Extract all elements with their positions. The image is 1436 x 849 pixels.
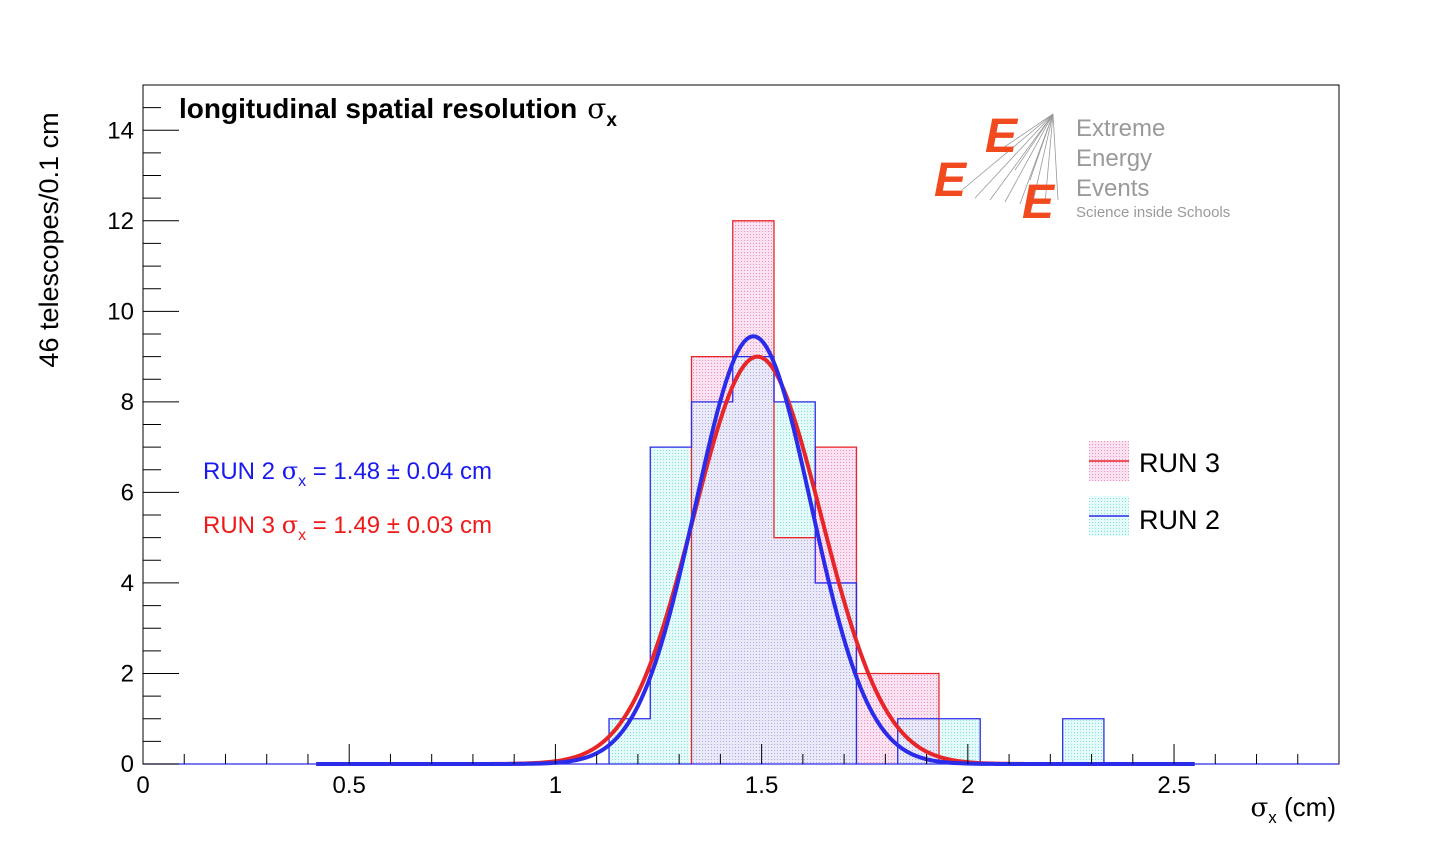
chart-title-subscript: x: [606, 110, 617, 131]
bar-overlap: [773, 537, 816, 764]
annotation-run2-prefix: RUN 2: [203, 458, 282, 485]
x-axis-label-subscript: x: [1268, 808, 1277, 827]
y-tick-label: 12: [107, 208, 134, 235]
chart-title: longitudinal spatial resolution σx: [179, 92, 617, 131]
annotation-run3-subscript: x: [298, 527, 306, 544]
fit-curves: [316, 334, 1195, 766]
eee-logo: E E E Extreme Energy Events Science insi…: [934, 110, 1230, 229]
x-tick-label: 2: [961, 772, 974, 799]
x-axis-label-unit: (cm): [1277, 792, 1336, 822]
legend-label-run3: RUN 3: [1139, 448, 1220, 478]
x-axis-label-symbol: σ: [1251, 793, 1269, 823]
logo-line-events: Events: [1076, 175, 1149, 202]
annotation-run2: RUN 2 σx = 1.48 ± 0.04 cm: [203, 457, 492, 490]
legend-entry-run3: RUN 3: [1089, 441, 1220, 481]
annotation-run2-subscript: x: [298, 473, 306, 490]
logo-mark-top: E: [985, 110, 1019, 163]
logo-mark-bottom: E: [1022, 176, 1056, 229]
chart-title-text: longitudinal spatial resolution: [179, 93, 577, 124]
x-tick-label: 2.5: [1157, 772, 1190, 799]
logo-line-tagline: Science inside Schools: [1076, 204, 1230, 221]
bar-overlap: [732, 356, 774, 764]
histogram-bars: [143, 220, 1339, 765]
bar-run3: [732, 220, 774, 357]
logo-line-energy: Energy: [1076, 145, 1152, 172]
axes: 0 0.5 1 1.5 2 2.5 0 2 4 6 8 10 12 14: [107, 107, 1299, 799]
annotation-run3-value: = 1.49 ± 0.03 cm: [306, 512, 492, 539]
fit-curve-run2: [316, 334, 1195, 766]
legend-entry-run2: RUN 2: [1089, 496, 1220, 536]
x-axis-label: σx (cm): [1251, 792, 1336, 827]
bar-run3: [897, 673, 939, 719]
y-tick-label: 8: [121, 389, 134, 416]
y-tick-label: 14: [107, 117, 134, 144]
y-tick-label: 2: [121, 660, 134, 687]
bar-overlap: [691, 401, 733, 764]
legend: RUN 3 RUN 2: [1089, 441, 1220, 536]
legend-label-run2: RUN 2: [1139, 505, 1220, 535]
y-tick-label: 10: [107, 298, 134, 325]
y-tick-label: 0: [121, 751, 134, 778]
bar-run2: [938, 718, 981, 764]
annotation-run3: RUN 3 σx = 1.49 ± 0.03 cm: [203, 511, 492, 544]
x-tick-label: 1: [549, 772, 562, 799]
annotation-run2-value: = 1.48 ± 0.04 cm: [306, 458, 492, 485]
y-tick-label: 6: [121, 479, 134, 506]
x-tick-label: 1.5: [745, 772, 778, 799]
y-tick-label: 4: [121, 570, 134, 597]
annotation-run3-prefix: RUN 3: [203, 512, 282, 539]
logo-line-extreme: Extreme: [1076, 115, 1165, 142]
annotation-run3-symbol: σ: [282, 511, 298, 539]
logo-mark-left: E: [934, 154, 968, 207]
y-axis-label: 46 telescopes/0.1 cm: [34, 112, 64, 367]
chart-title-symbol: σ: [587, 92, 606, 125]
x-tick-label: 0: [136, 772, 149, 799]
logo-rays: [961, 113, 1059, 207]
annotation-run2-symbol: σ: [282, 457, 298, 485]
x-tick-label: 0.5: [333, 772, 366, 799]
bar-run2: [1062, 718, 1104, 764]
